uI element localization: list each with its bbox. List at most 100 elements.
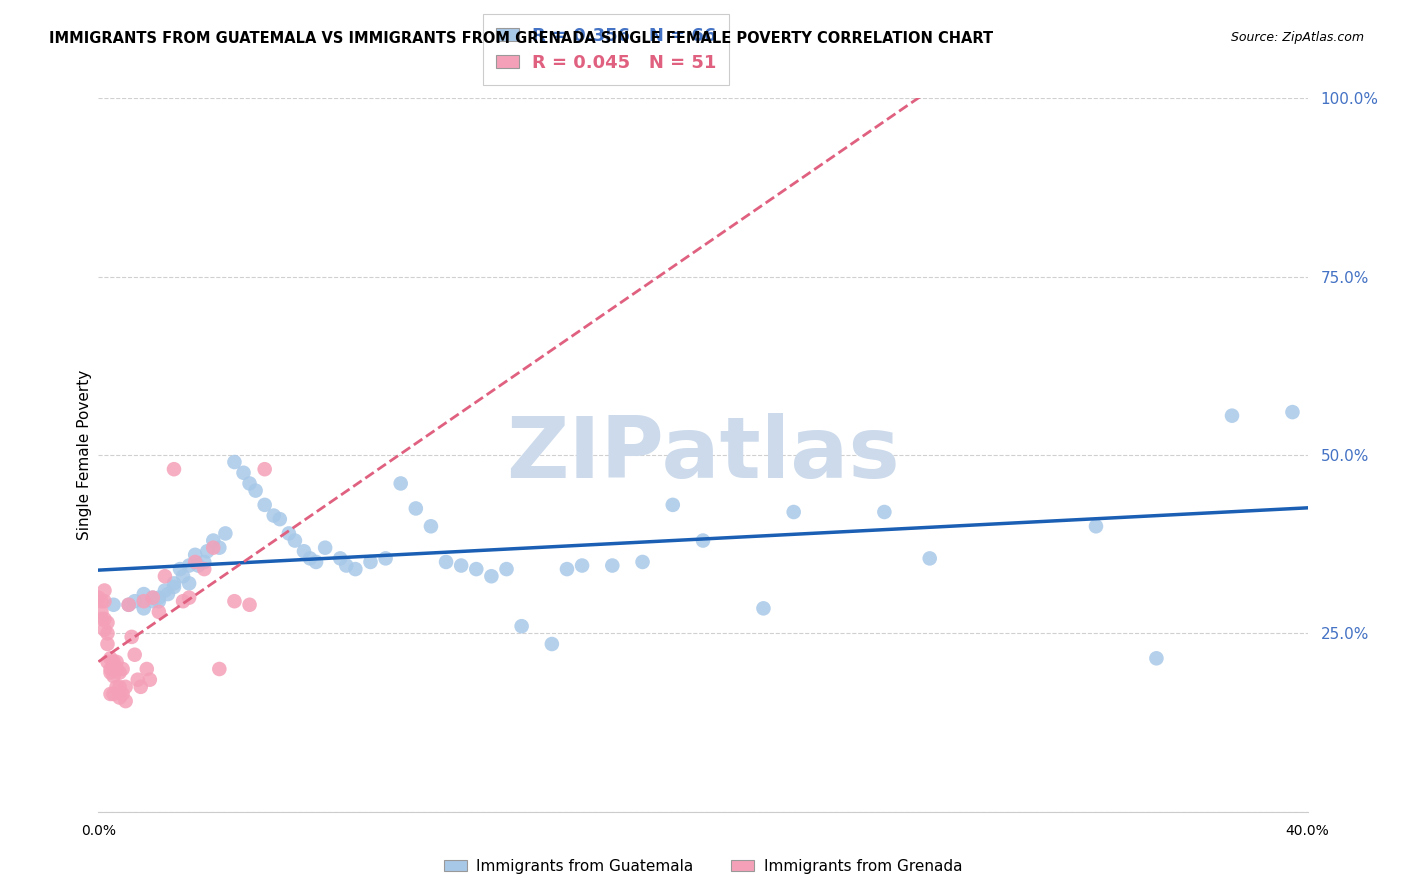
Point bbox=[208, 662, 231, 676]
Point bbox=[90, 612, 112, 626]
Point bbox=[118, 598, 141, 612]
Point bbox=[148, 591, 170, 605]
Point bbox=[305, 555, 328, 569]
Point bbox=[253, 498, 276, 512]
Point bbox=[148, 594, 170, 608]
Point bbox=[132, 587, 155, 601]
Point bbox=[108, 665, 131, 680]
Point bbox=[193, 562, 215, 576]
Point bbox=[96, 626, 118, 640]
Point bbox=[299, 551, 322, 566]
Point bbox=[100, 662, 122, 676]
Point bbox=[602, 558, 624, 573]
Legend: R = 0.356   N = 66, R = 0.045   N = 51: R = 0.356 N = 66, R = 0.045 N = 51 bbox=[484, 14, 730, 85]
Point bbox=[450, 558, 472, 573]
Point bbox=[1144, 651, 1167, 665]
Point bbox=[172, 569, 194, 583]
Point bbox=[105, 662, 128, 676]
Point bbox=[434, 555, 457, 569]
Point bbox=[232, 466, 254, 480]
Point bbox=[163, 576, 186, 591]
Point bbox=[1220, 409, 1243, 423]
Point bbox=[163, 462, 186, 476]
Point bbox=[224, 455, 246, 469]
Y-axis label: Single Female Poverty: Single Female Poverty bbox=[77, 370, 91, 540]
Point bbox=[103, 669, 125, 683]
Point bbox=[245, 483, 267, 498]
Point bbox=[148, 605, 170, 619]
Point bbox=[139, 673, 162, 687]
Point bbox=[103, 687, 125, 701]
Text: IMMIGRANTS FROM GUATEMALA VS IMMIGRANTS FROM GRENADA SINGLE FEMALE POVERTY CORRE: IMMIGRANTS FROM GUATEMALA VS IMMIGRANTS … bbox=[49, 31, 993, 46]
Point bbox=[208, 541, 231, 555]
Point bbox=[163, 580, 186, 594]
Point bbox=[96, 655, 118, 669]
Point bbox=[90, 605, 112, 619]
Point bbox=[184, 555, 207, 569]
Point bbox=[118, 598, 141, 612]
Point bbox=[124, 594, 146, 608]
Point bbox=[108, 680, 131, 694]
Point bbox=[114, 680, 136, 694]
Point bbox=[153, 583, 176, 598]
Text: Source: ZipAtlas.com: Source: ZipAtlas.com bbox=[1230, 31, 1364, 45]
Point bbox=[121, 630, 143, 644]
Point bbox=[420, 519, 443, 533]
Point bbox=[132, 601, 155, 615]
Point bbox=[135, 662, 157, 676]
Point bbox=[269, 512, 291, 526]
Text: ZIPatlas: ZIPatlas bbox=[506, 413, 900, 497]
Point bbox=[96, 615, 118, 630]
Point bbox=[374, 551, 396, 566]
Point bbox=[1085, 519, 1108, 533]
Point bbox=[179, 558, 201, 573]
Point bbox=[510, 619, 533, 633]
Point bbox=[918, 551, 941, 566]
Point bbox=[93, 623, 115, 637]
Point bbox=[103, 598, 125, 612]
Point bbox=[314, 541, 336, 555]
Point bbox=[114, 694, 136, 708]
Point bbox=[405, 501, 427, 516]
Point bbox=[239, 598, 262, 612]
Point bbox=[132, 594, 155, 608]
Point bbox=[103, 658, 125, 673]
Point bbox=[93, 594, 115, 608]
Point bbox=[329, 551, 352, 566]
Point bbox=[90, 594, 112, 608]
Point bbox=[224, 594, 246, 608]
Point bbox=[752, 601, 775, 615]
Point bbox=[156, 587, 179, 601]
Point bbox=[292, 544, 315, 558]
Point bbox=[108, 690, 131, 705]
Point bbox=[111, 662, 134, 676]
Point bbox=[344, 562, 367, 576]
Point bbox=[284, 533, 307, 548]
Point bbox=[873, 505, 896, 519]
Point bbox=[93, 583, 115, 598]
Point bbox=[239, 476, 262, 491]
Point bbox=[129, 680, 152, 694]
Point bbox=[179, 591, 201, 605]
Point bbox=[100, 665, 122, 680]
Point bbox=[187, 558, 209, 573]
Point bbox=[661, 498, 683, 512]
Point bbox=[100, 651, 122, 665]
Point bbox=[253, 462, 276, 476]
Point bbox=[105, 655, 128, 669]
Point bbox=[179, 576, 201, 591]
Point bbox=[103, 655, 125, 669]
Point bbox=[389, 476, 412, 491]
Point bbox=[495, 562, 517, 576]
Point bbox=[692, 533, 714, 548]
Point bbox=[360, 555, 382, 569]
Point bbox=[214, 526, 236, 541]
Point bbox=[142, 594, 165, 608]
Point bbox=[335, 558, 357, 573]
Point bbox=[202, 541, 225, 555]
Point bbox=[96, 637, 118, 651]
Point bbox=[540, 637, 562, 651]
Point bbox=[153, 569, 176, 583]
Point bbox=[202, 533, 225, 548]
Point bbox=[111, 687, 134, 701]
